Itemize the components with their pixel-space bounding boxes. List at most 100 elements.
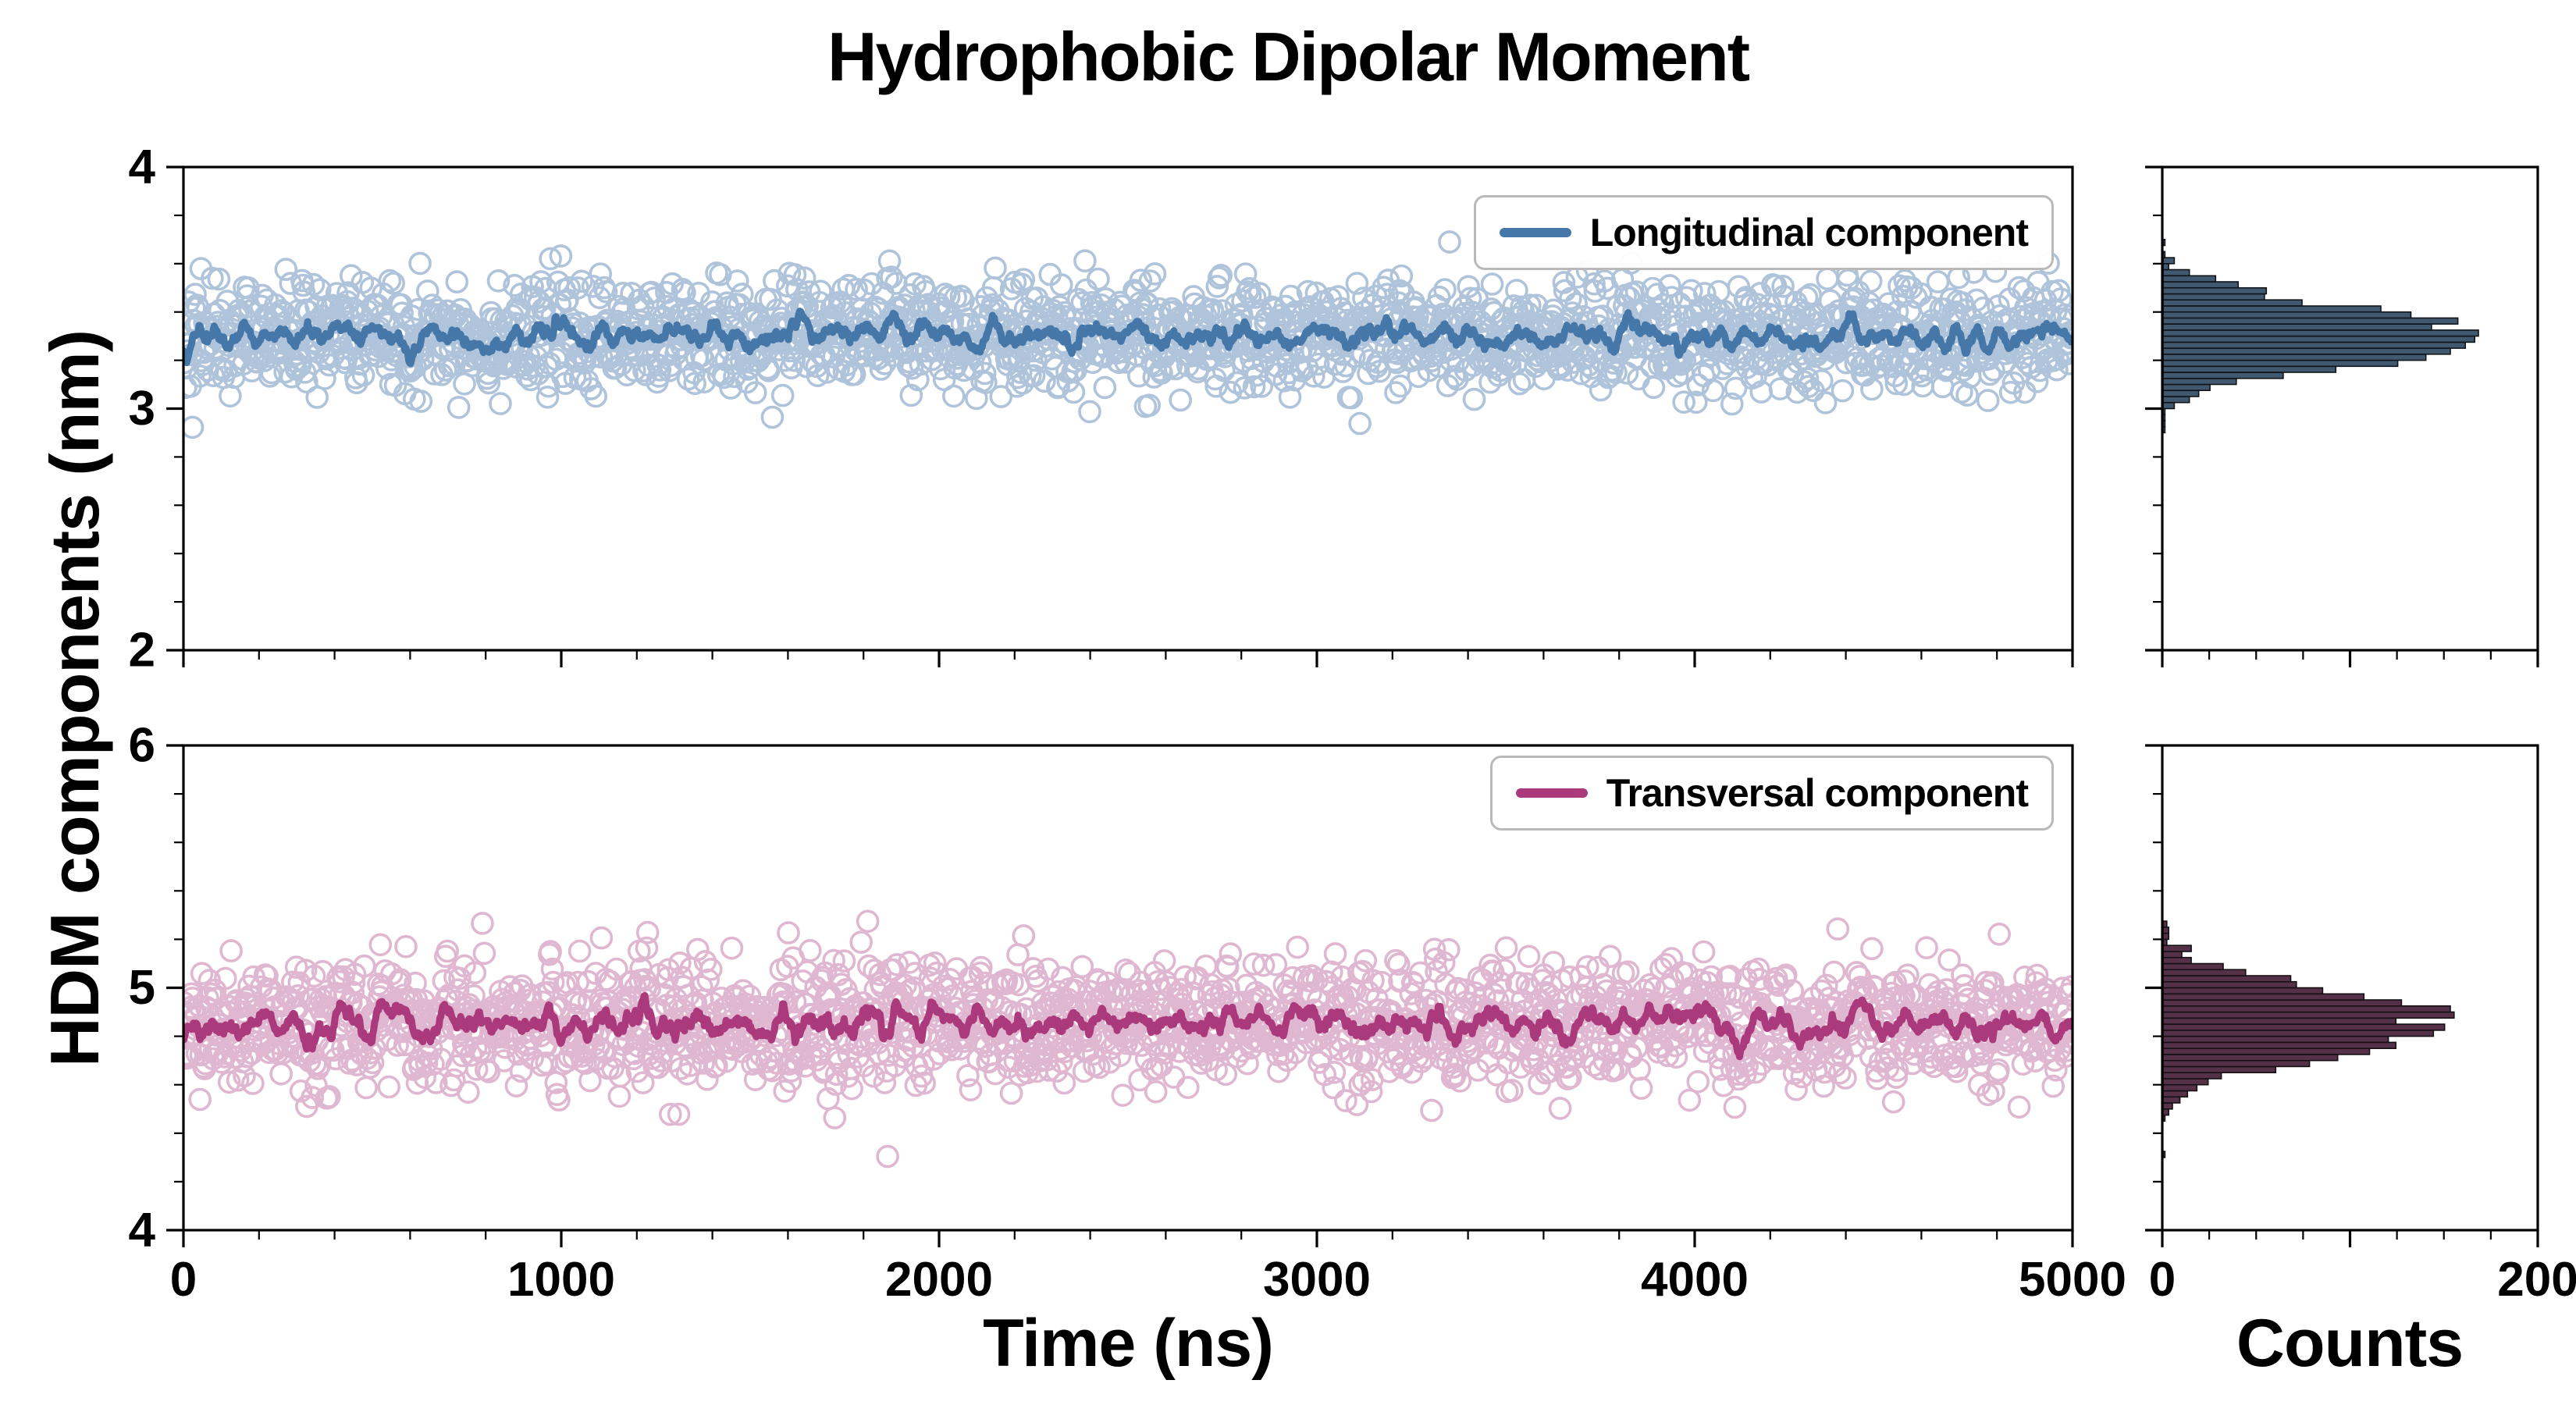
scatter-point xyxy=(1888,274,1911,298)
scatter-point xyxy=(568,939,592,963)
scatter-point xyxy=(1208,266,1231,290)
scatter-point xyxy=(581,274,605,298)
hist-bar xyxy=(2162,329,2479,337)
scatter-point xyxy=(906,368,930,392)
hist-bar xyxy=(2162,1017,2397,1025)
hist-bar xyxy=(2162,1072,2222,1080)
scatter-point xyxy=(557,276,582,300)
chart-title: Hydrophobic Dipolar Moment xyxy=(827,18,1750,95)
scatter-point xyxy=(1772,284,1796,308)
hist-bar xyxy=(2162,372,2284,379)
scatter-point xyxy=(390,301,414,325)
x-axis-label: Time (ns) xyxy=(983,1306,1274,1381)
scatter-point xyxy=(1797,375,1820,399)
scatter-point xyxy=(269,1062,294,1086)
legend-label-longitudinal: Longitudinal component xyxy=(1589,211,2029,254)
legend-transversal: Transversal component xyxy=(1489,756,2054,831)
y-tick-label: 2 xyxy=(129,624,155,678)
scatter-point xyxy=(1205,275,1229,298)
scatter-point xyxy=(1137,393,1161,418)
scatter-point xyxy=(1329,297,1353,321)
scatter-point xyxy=(719,376,743,400)
legend-longitudinal: Longitudinal component xyxy=(1473,195,2054,270)
scatter-point xyxy=(1881,1090,1905,1114)
hist-bar xyxy=(2162,389,2200,397)
scatter-point xyxy=(445,270,469,293)
scatter-point xyxy=(305,386,329,409)
scatter-point xyxy=(339,264,363,288)
scatter-point xyxy=(1286,935,1309,959)
hist-bar xyxy=(2162,347,2451,355)
scatter-point xyxy=(378,269,402,293)
scatter-point xyxy=(1012,268,1036,291)
x-tick-label: 2000 xyxy=(885,1253,993,1307)
y-tick-label: 5 xyxy=(129,961,155,1015)
hist-bar xyxy=(2162,1035,2389,1044)
scatter-point xyxy=(1384,381,1407,404)
scatter-point xyxy=(539,247,562,271)
hist-bar xyxy=(2162,1059,2311,1068)
scatter-point xyxy=(1548,1097,1572,1120)
scatter-point xyxy=(1692,940,1716,964)
scatter-point xyxy=(1127,364,1151,388)
scatter-point xyxy=(1345,272,1369,295)
scatter-point xyxy=(959,1078,983,1101)
hist-bar xyxy=(2162,311,2412,319)
legend-line-swatch-transversal xyxy=(1515,788,1588,798)
scatter-point xyxy=(683,372,707,396)
scatter-point xyxy=(1517,944,1541,969)
scatter-point xyxy=(1433,278,1457,301)
scatter-point xyxy=(1926,270,1950,293)
scatter-point xyxy=(973,361,997,386)
scatter-point xyxy=(1420,1098,1443,1122)
histogram-series xyxy=(2162,920,2455,1158)
scatter-point xyxy=(471,912,494,935)
x-tick-label: 1000 xyxy=(507,1253,615,1307)
scatter-point xyxy=(354,1076,378,1100)
scatter-point xyxy=(1919,295,1942,319)
hist-bar xyxy=(2162,323,2432,331)
scatter-point xyxy=(1795,367,1820,391)
scatter-point xyxy=(607,1084,632,1108)
scatter-point xyxy=(456,1080,480,1104)
scatter-point xyxy=(1049,273,1073,297)
hist-bar xyxy=(2162,354,2427,361)
hist-bar xyxy=(2162,956,2192,965)
scatter-point xyxy=(1033,369,1056,393)
hist-bar xyxy=(2162,980,2297,989)
scatter-point xyxy=(673,280,696,304)
scatter-point xyxy=(1250,375,1273,398)
scatter-point xyxy=(1826,917,1850,941)
scatter-point xyxy=(272,301,296,325)
scatter-point xyxy=(1915,936,1938,959)
scatter-point xyxy=(1480,272,1504,296)
hist-bar xyxy=(2162,1011,2455,1019)
scatter-point xyxy=(1646,297,1670,321)
hist-bar xyxy=(2162,993,2365,1001)
scatter-point xyxy=(1009,361,1033,384)
scatter-point xyxy=(394,934,418,959)
scatter-point xyxy=(594,279,618,304)
scatter-point xyxy=(1505,279,1528,302)
y-tick-label: 4 xyxy=(129,140,156,194)
scatter-point xyxy=(472,941,496,966)
scatter-point xyxy=(1389,374,1412,398)
scatter-point xyxy=(301,272,326,297)
hist-bar xyxy=(2162,920,2168,928)
scatter-point xyxy=(1248,282,1272,305)
scatter-point xyxy=(183,415,205,439)
scatter-point xyxy=(1011,372,1034,395)
scatter-point xyxy=(1680,279,1703,303)
scatter-point xyxy=(880,265,903,289)
scatter-point xyxy=(1877,292,1901,315)
scatter-point xyxy=(447,396,471,419)
scatter-point xyxy=(1884,372,1909,396)
scatter-point xyxy=(783,263,807,286)
scatter-point xyxy=(1144,1080,1168,1104)
hist-x-tick-label: 0 xyxy=(2149,1253,2176,1307)
hist-bar xyxy=(2162,262,2169,271)
hist-bar xyxy=(2162,938,2168,947)
x-tick-label: 4000 xyxy=(1641,1253,1749,1307)
scatter-point xyxy=(756,358,781,382)
x-tick-label: 5000 xyxy=(2019,1253,2126,1307)
